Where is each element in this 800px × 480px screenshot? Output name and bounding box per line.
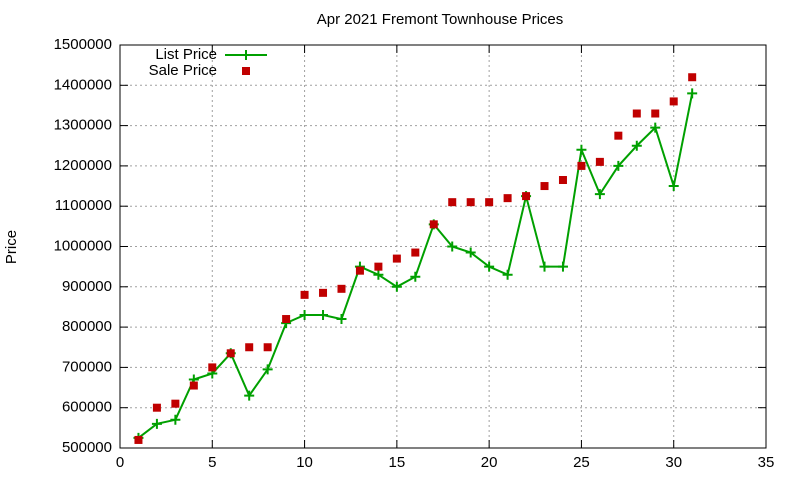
point (262, 364, 273, 375)
y-tick-label: 700000 (62, 358, 112, 375)
point (502, 269, 513, 280)
point (170, 414, 181, 425)
point (392, 254, 401, 263)
point (429, 220, 438, 229)
point (613, 160, 624, 171)
point (318, 310, 329, 321)
x-tick-label: 10 (296, 454, 313, 471)
point (134, 435, 143, 444)
point (355, 266, 364, 275)
legend-marker (242, 67, 250, 75)
x-tick-label: 5 (208, 454, 216, 471)
point (337, 284, 346, 293)
point (411, 248, 420, 257)
point (391, 281, 402, 292)
y-tick-label: 1500000 (54, 36, 112, 53)
point (152, 403, 161, 412)
point (171, 399, 180, 408)
point (669, 97, 678, 106)
chart-title: Apr 2021 Fremont Townhouse Prices (317, 11, 564, 28)
point (410, 271, 421, 282)
point (631, 140, 642, 151)
y-tick-label: 1100000 (55, 197, 112, 214)
point (300, 290, 309, 299)
y-axis-label: Price (3, 230, 20, 264)
point (448, 198, 457, 207)
point (594, 189, 605, 200)
y-tick-label: 800000 (62, 318, 112, 335)
y-tick-label: 1400000 (54, 76, 112, 93)
point (319, 288, 328, 297)
point (688, 73, 697, 82)
point (503, 194, 512, 203)
point (668, 181, 679, 192)
point (189, 381, 198, 390)
point (466, 198, 475, 207)
point (299, 310, 310, 321)
point (687, 88, 698, 99)
x-tick-label: 30 (665, 454, 682, 471)
point (557, 261, 568, 272)
point (208, 363, 217, 372)
point (373, 269, 384, 280)
point (632, 109, 641, 118)
y-tick-label: 900000 (62, 278, 112, 295)
point (465, 247, 476, 258)
x-tick-label: 35 (758, 454, 775, 471)
point (558, 176, 567, 185)
point (576, 144, 587, 155)
point (245, 343, 254, 352)
point (151, 418, 162, 429)
point (226, 349, 235, 358)
point (577, 161, 586, 170)
point (374, 262, 383, 271)
point (651, 109, 660, 118)
point (595, 157, 604, 166)
legend-label: List Price (155, 46, 217, 63)
point (485, 198, 494, 207)
point (336, 314, 347, 325)
point (282, 315, 291, 324)
y-tick-label: 500000 (62, 439, 112, 456)
point (539, 261, 550, 272)
point (244, 390, 255, 401)
y-tick-label: 1000000 (54, 237, 112, 254)
point (540, 182, 549, 191)
point (447, 241, 458, 252)
point (484, 261, 495, 272)
y-tick-label: 1300000 (54, 117, 112, 134)
point (650, 122, 661, 133)
x-tick-label: 15 (389, 454, 406, 471)
point (522, 192, 531, 201)
plot-frame (119, 44, 767, 449)
legend-label: Sale Price (149, 62, 217, 79)
point (614, 131, 623, 140)
y-tick-label: 1200000 (54, 157, 112, 174)
legend-marker (241, 50, 251, 60)
x-tick-label: 20 (481, 454, 498, 471)
point (263, 343, 272, 352)
y-tick-label: 600000 (62, 399, 112, 416)
x-tick-label: 0 (116, 454, 124, 471)
x-tick-label: 25 (573, 454, 590, 471)
